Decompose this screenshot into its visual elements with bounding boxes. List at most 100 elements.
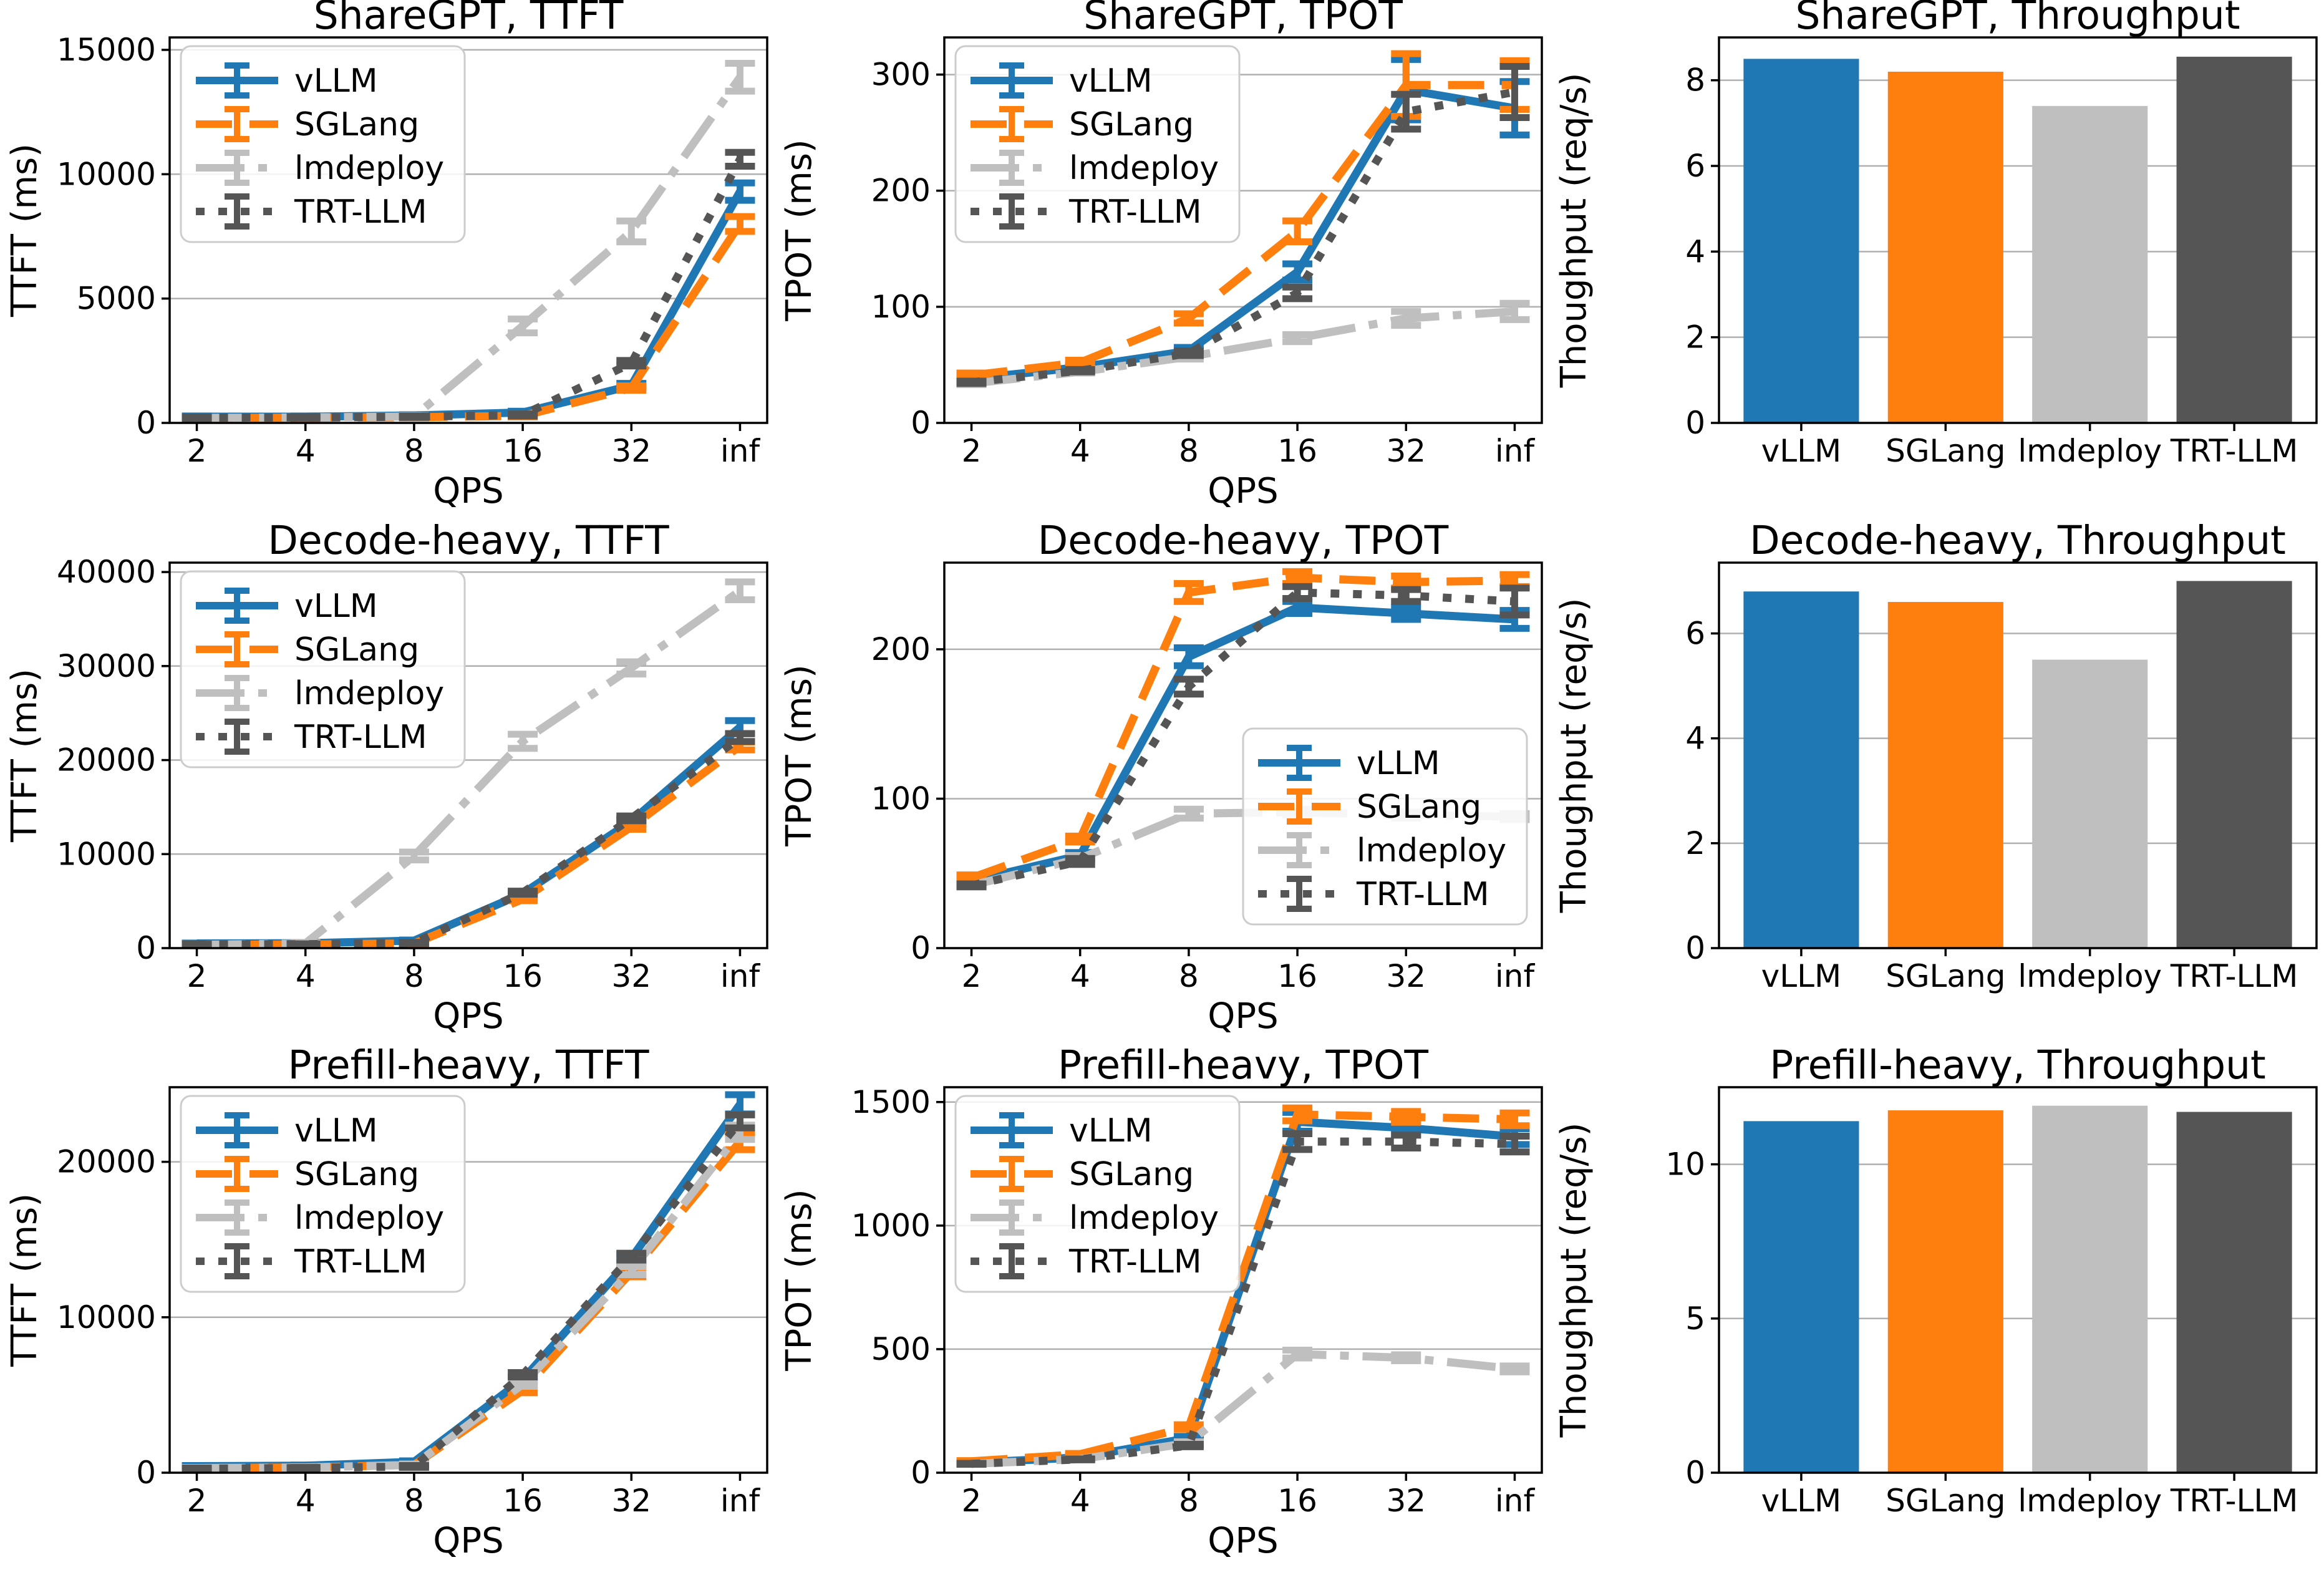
y-tick-label: 10000 bbox=[57, 156, 156, 192]
legend-label: vLLM bbox=[294, 1112, 378, 1150]
chart-title: ShareGPT, TPOT bbox=[1083, 0, 1403, 38]
y-tick-label: 200 bbox=[871, 631, 931, 667]
x-tick-label: inf bbox=[1495, 1483, 1536, 1519]
x-tick-label: 2 bbox=[187, 958, 207, 994]
x-axis-label: QPS bbox=[1208, 471, 1278, 511]
y-tick-label: 500 bbox=[871, 1331, 931, 1367]
legend: vLLM SGLang lmdeploy TRT-LLM bbox=[180, 570, 466, 768]
legend-label: lmdeploy bbox=[294, 675, 444, 712]
x-tick-label: 4 bbox=[296, 433, 316, 469]
x-tick-label: 16 bbox=[503, 433, 543, 469]
chart-sharegpt-tpot: 0 100 200 300 ShareGPT, TPOT TPOT (ms) 2 4 8 16 32… bbox=[775, 0, 1549, 525]
y-tick-label: 20000 bbox=[57, 742, 156, 778]
legend-item-vLLM: vLLM bbox=[971, 1112, 1153, 1150]
x-tick-label: 2 bbox=[962, 1483, 982, 1519]
chart-sharegpt-ttft: 0 5000 10000 15000 ShareGPT, TTFT TTFT (ms) 2 4… bbox=[0, 0, 775, 525]
legend-item-lmdeploy: lmdeploy bbox=[196, 150, 444, 187]
legend-label: SGLang bbox=[1069, 1156, 1194, 1193]
legend-label: vLLM bbox=[1069, 62, 1153, 100]
x-tick-label: 32 bbox=[611, 433, 651, 469]
legend-item-lmdeploy: lmdeploy bbox=[196, 1199, 444, 1237]
x-tick-label: 16 bbox=[1277, 958, 1317, 994]
x-tick-label: inf bbox=[1495, 433, 1536, 469]
bar-lmdeploy bbox=[2032, 1105, 2148, 1473]
y-axis-label: TTFT (ms) bbox=[4, 143, 45, 317]
legend-item-vLLM: vLLM bbox=[196, 1112, 378, 1150]
y-tick-label: 0 bbox=[1685, 1455, 1705, 1491]
y-axis-label: Thoughput (req/s) bbox=[1554, 598, 1594, 913]
chart-canvas: vLLM SGLang lmdeploy TRT-LLM 0 2 4 6 8 ShareGPT, … bbox=[1554, 0, 2318, 469]
y-axis-label: TPOT (ms) bbox=[779, 664, 820, 846]
x-tick-label: inf bbox=[720, 433, 761, 469]
bar-TRT-LLM bbox=[2176, 56, 2292, 423]
legend-item-lmdeploy: lmdeploy bbox=[971, 150, 1219, 187]
x-tick-label: 2 bbox=[962, 958, 982, 994]
y-tick-label: 1000 bbox=[851, 1208, 931, 1244]
x-tick-label: vLLM bbox=[1761, 1483, 1841, 1519]
y-tick-label: 0 bbox=[136, 930, 156, 966]
x-tick-label: inf bbox=[1495, 958, 1536, 994]
x-tick-label: 16 bbox=[503, 958, 543, 994]
chart-title: Decode-heavy, TTFT bbox=[268, 518, 669, 563]
chart-title: Decode-heavy, TPOT bbox=[1038, 518, 1449, 563]
y-tick-label: 5 bbox=[1685, 1301, 1705, 1337]
legend-label: lmdeploy bbox=[294, 150, 444, 187]
legend-label: vLLM bbox=[1069, 1112, 1153, 1150]
legend-item-vLLM: vLLM bbox=[1258, 744, 1440, 782]
legend-item-vLLM: vLLM bbox=[971, 62, 1153, 100]
y-axis-label: TTFT (ms) bbox=[4, 669, 45, 843]
legend: vLLM SGLang lmdeploy TRT-LLM bbox=[180, 45, 466, 243]
legend-label: lmdeploy bbox=[1069, 1199, 1219, 1237]
x-tick-label: 16 bbox=[1277, 1483, 1317, 1519]
y-tick-label: 100 bbox=[871, 289, 931, 325]
x-tick-label: lmdeploy bbox=[2018, 958, 2162, 994]
bar-lmdeploy bbox=[2032, 659, 2148, 948]
series-line-TRT-LLM bbox=[196, 157, 744, 422]
y-tick-label: 0 bbox=[1685, 930, 1705, 966]
x-tick-label: SGLang bbox=[1886, 1483, 2005, 1519]
chart-canvas: vLLM SGLang lmdeploy TRT-LLM 0 2 4 6 Decode-heav… bbox=[1554, 518, 2318, 994]
legend-label: SGLang bbox=[1069, 106, 1194, 143]
legend-item-TRT-LLM: TRT-LLM bbox=[971, 1243, 1202, 1281]
chart-canvas: 0 100 200 Decode-heavy, TPOT TPOT (ms) 2 4 8 16 3… bbox=[779, 518, 1543, 1037]
y-tick-label: 6 bbox=[1685, 148, 1705, 184]
x-tick-label: vLLM bbox=[1761, 433, 1841, 469]
legend-item-SGLang: SGLang bbox=[971, 1156, 1194, 1193]
legend-label: SGLang bbox=[1357, 788, 1481, 826]
x-tick-label: 32 bbox=[1386, 958, 1426, 994]
legend-item-vLLM: vLLM bbox=[196, 62, 378, 100]
x-tick-label: 4 bbox=[1070, 958, 1090, 994]
y-tick-label: 100 bbox=[871, 780, 931, 817]
x-tick-label: 2 bbox=[187, 433, 207, 469]
bar-vLLM bbox=[1743, 59, 1859, 424]
axes-frame bbox=[943, 1086, 1543, 1474]
series-line-TRT-LLM bbox=[971, 588, 1515, 889]
series-line-TRT-LLM bbox=[196, 734, 743, 949]
x-axis-label: QPS bbox=[433, 996, 503, 1037]
y-tick-label: 4 bbox=[1685, 233, 1705, 269]
series-line-SGLang bbox=[971, 80, 1515, 380]
y-tick-label: 0 bbox=[911, 405, 931, 441]
chart-title: ShareGPT, Throughput bbox=[1795, 0, 2240, 38]
x-tick-label: 8 bbox=[404, 433, 424, 469]
x-tick-label: 4 bbox=[296, 1483, 316, 1519]
legend-label: SGLang bbox=[294, 106, 419, 143]
axes-frame bbox=[1718, 561, 2318, 949]
legend-label: lmdeploy bbox=[1069, 150, 1219, 187]
bar-TRT-LLM bbox=[2176, 1112, 2292, 1473]
legend-item-TRT-LLM: TRT-LLM bbox=[196, 718, 427, 756]
legend-label: TRT-LLM bbox=[1356, 876, 1489, 913]
series-line-SGLang bbox=[196, 221, 743, 422]
legend-label: TRT-LLM bbox=[294, 1243, 427, 1281]
x-tick-label: lmdeploy bbox=[2018, 433, 2162, 469]
y-tick-label: 10 bbox=[1665, 1146, 1705, 1183]
legend-label: TRT-LLM bbox=[294, 719, 427, 756]
y-axis-label: Thoughput (req/s) bbox=[1554, 73, 1594, 389]
x-tick-label: 32 bbox=[1386, 1483, 1426, 1519]
legend: vLLM SGLang lmdeploy TRT-LLM bbox=[954, 45, 1241, 243]
y-tick-label: 0 bbox=[911, 1455, 931, 1491]
bar-SGLang bbox=[1887, 71, 2003, 423]
x-axis-label: QPS bbox=[433, 471, 503, 511]
y-tick-label: 8 bbox=[1685, 62, 1705, 99]
legend-label: vLLM bbox=[294, 588, 378, 625]
